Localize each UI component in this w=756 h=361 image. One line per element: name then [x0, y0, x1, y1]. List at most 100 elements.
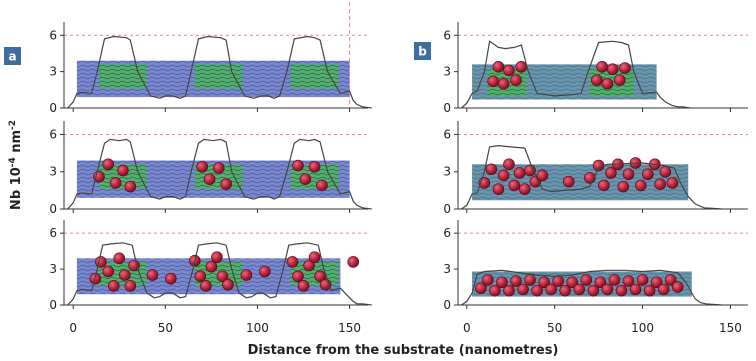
particle [102, 265, 115, 278]
density-profile-line [67, 138, 372, 210]
particle [510, 275, 522, 287]
particle [559, 284, 572, 297]
particle [545, 283, 557, 296]
particle [606, 63, 619, 76]
particle [591, 74, 603, 86]
panel-label-b: b [414, 42, 431, 60]
particle [650, 276, 663, 289]
y-tick-label: 3 [49, 65, 57, 79]
particle [524, 164, 536, 177]
particle [308, 251, 321, 263]
y-tick-label: 6 [443, 226, 451, 240]
particle [587, 284, 600, 297]
particle [216, 270, 229, 283]
particle [240, 269, 253, 281]
particle [497, 77, 510, 90]
x-tick-label: 100 [246, 321, 269, 335]
particle [124, 180, 137, 193]
particle [489, 284, 501, 297]
particle [292, 270, 304, 283]
y-tick-label: 6 [443, 28, 451, 42]
green-domain [194, 64, 243, 89]
particle [303, 259, 315, 272]
particle [552, 275, 564, 287]
particle [642, 168, 654, 181]
particle [492, 60, 505, 73]
particle [615, 284, 628, 297]
y-tick-label: 0 [443, 202, 451, 216]
x-tick-label: 150 [719, 321, 742, 335]
y-tick-label: 6 [49, 127, 57, 141]
x-tick-label: 50 [547, 321, 562, 335]
particle [664, 274, 677, 286]
particle [566, 276, 579, 289]
particle [297, 280, 310, 292]
panel-letter: a [8, 50, 16, 64]
panel-a-row-1: 0 3 6 [49, 22, 372, 115]
particle [617, 180, 630, 193]
particle [605, 167, 617, 179]
particle [503, 64, 515, 77]
particle [119, 269, 131, 281]
particle [316, 179, 328, 192]
particle [487, 75, 499, 88]
particle [220, 178, 232, 190]
x-tick-label: 150 [338, 321, 361, 335]
particle [598, 179, 610, 192]
particle [314, 270, 326, 283]
particle [503, 284, 515, 297]
particle [518, 183, 531, 195]
particle [222, 278, 234, 291]
particle [601, 77, 614, 90]
particle [508, 179, 521, 192]
y-tick-label: 6 [49, 28, 57, 42]
particle [513, 167, 526, 179]
y-tick-label: 6 [443, 127, 451, 141]
density-profile-line [461, 144, 722, 210]
particle [622, 275, 635, 287]
particle [580, 274, 593, 286]
particle [286, 256, 299, 268]
particle [654, 178, 666, 190]
particle [538, 276, 550, 289]
x-axis-label: Distance from the substrate (nanometres) [248, 343, 559, 358]
particle [211, 251, 223, 263]
particle [203, 173, 216, 185]
particle [622, 168, 635, 181]
particle [113, 252, 126, 265]
panel-b-row-1: 0 3 6 [443, 22, 748, 115]
particle [485, 163, 498, 176]
panel-letter: b [418, 45, 427, 59]
y-axis-label: Nb 10-4 nm-2 [8, 120, 24, 210]
y-tick-label: 0 [443, 298, 451, 312]
particle [107, 280, 120, 292]
particle [657, 283, 670, 296]
particle [629, 283, 642, 296]
y-tick-label: 6 [49, 226, 57, 240]
particle [109, 177, 122, 189]
density-profile-line [67, 242, 372, 306]
y-tick-label: 3 [443, 262, 451, 276]
panel-label-a: a [4, 47, 21, 65]
y-tick-label: 3 [49, 262, 57, 276]
particle [299, 173, 312, 185]
molecular-layer [472, 164, 689, 201]
x-tick-label: 0 [69, 321, 77, 335]
panel-a-row-3: 0 3 6 [49, 220, 372, 312]
y-tick-label: 3 [443, 65, 451, 79]
particle [205, 260, 218, 273]
particle [117, 164, 129, 177]
particle [194, 270, 207, 283]
particle [200, 280, 212, 292]
particle [124, 280, 137, 292]
particle [475, 282, 487, 295]
y-tick-label: 0 [49, 101, 57, 115]
green-domain [290, 64, 339, 89]
panel-a-row-2: 0 3 6 [49, 121, 372, 216]
particle [517, 283, 529, 296]
particle [492, 183, 505, 195]
particle [608, 274, 621, 286]
particle [524, 274, 536, 286]
particle [659, 165, 672, 178]
